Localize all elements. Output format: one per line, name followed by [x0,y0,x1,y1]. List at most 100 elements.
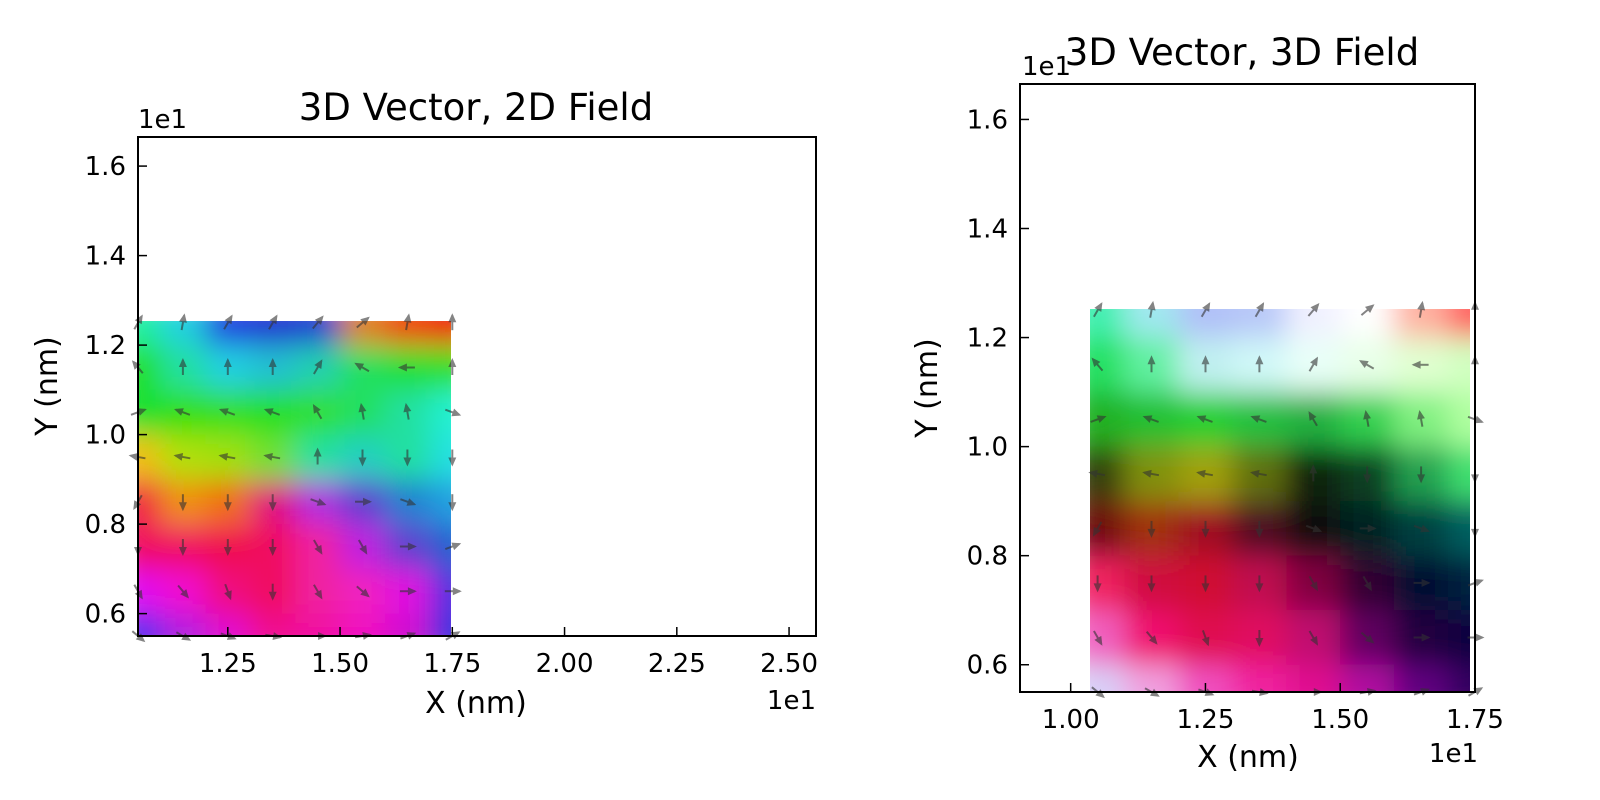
heatmap-cell [160,613,207,636]
vector-arrow [1142,469,1160,478]
heatmap-cell [429,345,451,391]
x-axis-label: X (nm) [1197,740,1299,775]
x-tick-label: 1.50 [311,649,369,679]
vector-arrow [1201,520,1210,538]
vector-arrow [223,314,233,330]
vector-arrow [356,316,370,329]
x-tick-label: 1.75 [1446,705,1504,735]
y-tick-label: 1.4 [85,242,126,272]
chart-title: 3D Vector, 2D Field [299,86,653,129]
vector-arrow [1147,520,1156,538]
vector-arrow [403,402,412,420]
vector-arrow [224,583,232,601]
vector-arrow [1201,575,1210,593]
vector-arrow [1363,466,1372,484]
vector-arrow [1142,415,1159,423]
vector-arrow [313,584,323,600]
vector-arrow [1255,575,1264,593]
y-tick-label: 1.0 [967,433,1008,463]
vector-arrow [1250,415,1267,423]
vector-arrow [358,449,367,467]
vector-arrow [400,498,417,506]
x-axis-label: X (nm) [425,686,527,721]
vector-arrow [312,404,323,420]
vector-arrow [268,358,277,375]
plot-frame [137,136,817,637]
vector-arrow [448,494,457,512]
vector-arrow [1359,524,1377,533]
vector-arrow [1147,300,1156,318]
vector-arrow [1417,410,1425,427]
heatmap-cell [1286,309,1342,339]
vector-arrow [1309,464,1318,482]
vector-arrow [218,408,236,416]
vector-arrow [312,315,324,330]
x-tick-label: 2.50 [760,649,818,679]
vector-arrow [177,584,189,599]
vector-arrow [444,408,462,417]
vector-arrow [1196,415,1213,423]
vector-arrow [178,494,187,512]
vector-arrow [263,408,281,416]
vector-arrow [1093,630,1103,646]
vector-arrow [399,587,417,596]
vector-arrow [1092,521,1103,537]
heatmap-cell [1124,664,1180,692]
x-axis-ticks: 1.00 1.25 1.50 1.75 [1042,683,1504,735]
vector-arrow [1305,524,1323,533]
y-tick-label: 0.8 [85,510,126,540]
vector-arrow [399,542,417,551]
vector-arrow [1308,356,1318,372]
vector-arrow [403,313,412,331]
y-tick-label: 1.6 [967,105,1008,135]
vector-arrow [1147,355,1156,373]
heatmap-cell [1090,664,1126,692]
y-axis-label: Y (nm) [30,336,65,437]
heatmap-cell [1232,309,1288,339]
heatmap-cell [1394,664,1449,692]
vector-arrow [1363,410,1371,427]
vector-arrow [268,583,277,601]
heatmap-cell [1394,309,1449,339]
vector-arrow [444,587,462,596]
vector-arrow [263,453,281,461]
chart-title: 3D Vector, 3D Field [1065,31,1419,74]
heatmap-cell [1448,337,1470,394]
x-tick-label: 1.25 [1177,705,1235,735]
vector-arrow [1201,630,1210,647]
vector-arrow [218,453,236,461]
heatmap-field [138,321,451,636]
heatmap-cell [1340,664,1396,692]
heatmap-cell [295,321,342,347]
vector-arrow [1196,469,1213,478]
y-axis-multiplier: 1e1 [1022,52,1071,82]
vector-arrow [1413,633,1431,642]
heatmap-field [1090,309,1470,692]
vector-arrow [448,449,457,467]
vector-arrow [313,359,323,375]
vector-arrow [1254,302,1265,318]
y-axis-label: Y (nm) [910,338,945,439]
vector-arrow [1308,575,1318,592]
y-axis-ticks: 0.6 0.8 1.0 1.2 1.4 1.6 [85,152,147,630]
chart-3d-vector-3d-field: 3D Vector, 3D Field 1.00 1.25 1.50 1.75 0.6… [910,31,1504,775]
heatmap-cell [1448,664,1470,692]
heatmap-cell [340,321,386,347]
vector-arrow [223,358,232,375]
vector-arrow [1362,575,1372,592]
y-tick-label: 0.6 [967,651,1008,681]
plot-frame [1019,83,1476,693]
vector-arrow [1255,520,1264,538]
vector-arrow [356,585,370,598]
heatmap-cell [1448,309,1470,339]
heatmap-cell [138,613,162,636]
vector-arrow [1360,304,1375,316]
heatmap-cell [205,321,252,347]
heatmap-cell [429,389,451,436]
heatmap-cell [250,613,297,636]
vector-arrow [1411,360,1429,369]
vector-arrow [1090,415,1107,423]
x-tick-label: 1.00 [1042,705,1100,735]
vector-arrow [1255,630,1264,647]
